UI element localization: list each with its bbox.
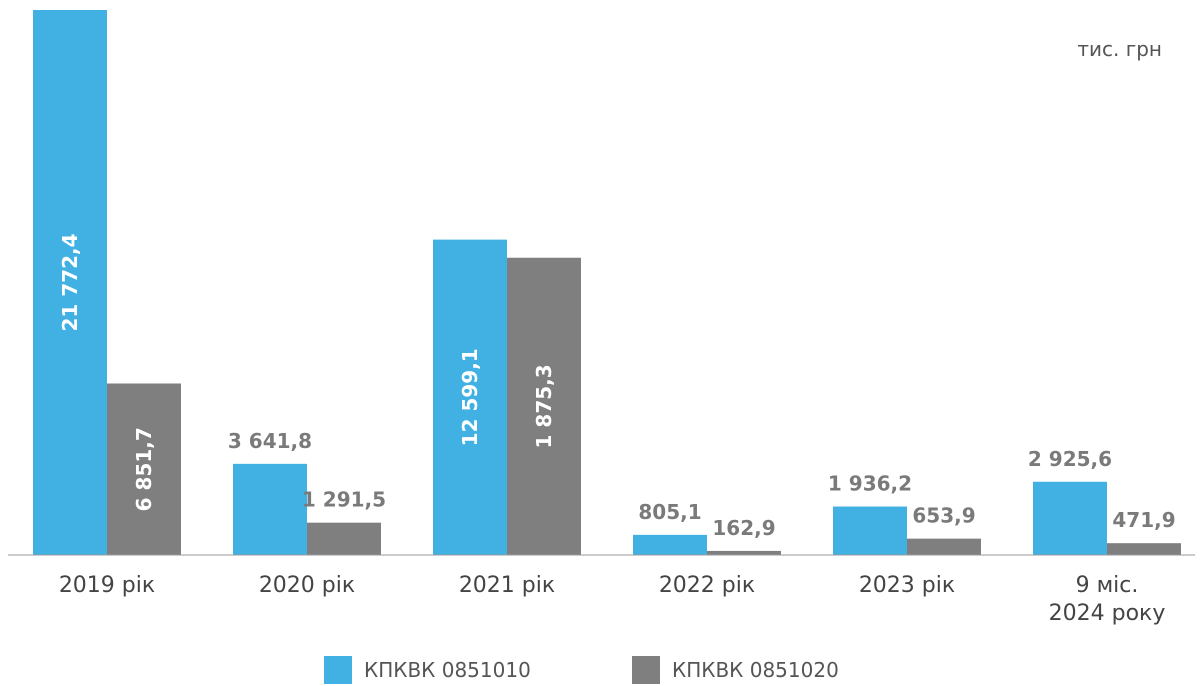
unit-label: тис. грн [1077,37,1162,61]
bar-s1-1 [33,10,107,555]
bar-s2-1 [107,383,181,555]
bar-s2-2 [307,522,381,555]
data-label-s2-3: 1 875,3 [532,364,556,448]
data-labels-layer: 21 772,4 6 851,7 3 641,8 1 291,5 12 599,1 1 8… [58,233,1176,539]
category-label-5: 2023 рік [859,573,955,598]
data-label-s2-6: 471,9 [1112,508,1175,532]
legend-swatch-1 [324,656,352,684]
bar-s2-6 [1107,543,1181,555]
category-label-6: 9 міс. 2024 року [1049,573,1166,626]
data-label-s1-3: 12 599,1 [458,348,482,446]
data-label-s2-4: 162,9 [712,516,775,540]
legend-label-2: КПКВК 0851020 [672,658,839,682]
category-labels: 2019 рік 2020 рік 2021 рік 2022 рік 2023 рік… [59,573,1166,626]
bar-s1-2 [233,463,307,555]
data-label-s1-1: 21 772,4 [58,233,82,331]
bar-s2-5 [907,538,981,555]
data-label-s2-5: 653,9 [912,504,975,528]
category-label-1: 2019 рік [59,573,155,598]
bar-s1-5 [833,506,907,555]
bar-s1-4 [633,534,707,555]
bars-layer [33,10,1181,555]
bar-s1-3 [433,239,507,555]
data-label-s2-1: 6 851,7 [132,427,156,511]
bar-s2-3 [507,257,581,555]
data-label-s1-5: 1 936,2 [828,472,912,496]
bar-s2-4 [707,550,781,555]
data-label-s1-4: 805,1 [638,500,701,524]
category-label-3: 2021 рік [459,573,555,598]
category-label-4: 2022 рік [659,573,755,598]
data-label-s1-6: 2 925,6 [1028,447,1112,471]
category-label-2: 2020 рік [259,573,355,598]
bar-s1-6 [1033,481,1107,555]
legend-swatch-2 [632,656,660,684]
data-label-s1-2: 3 641,8 [228,429,312,453]
legend: КПКВК 0851010 КПКВК 0851020 [324,656,839,684]
data-label-s2-2: 1 291,5 [302,488,386,512]
legend-label-1: КПКВК 0851010 [364,658,531,682]
